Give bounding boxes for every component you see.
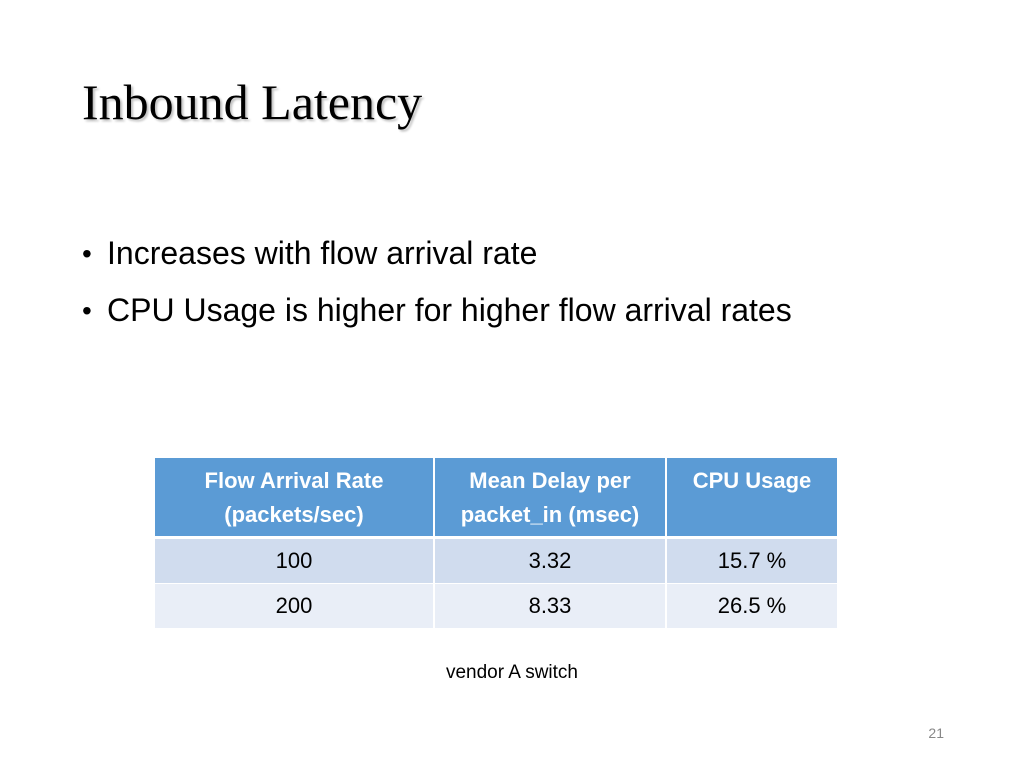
- table-row: 100 3.32 15.7 %: [155, 537, 837, 584]
- table-row: 200 8.33 26.5 %: [155, 583, 837, 629]
- table-caption: vendor A switch: [445, 662, 579, 683]
- cell-flow-rate: 200: [155, 583, 435, 629]
- header-line: (packets/sec): [224, 502, 364, 527]
- bullet-list: • Increases with flow arrival rate • CPU…: [80, 225, 792, 339]
- bullet-dot-icon: •: [82, 295, 92, 326]
- cell-flow-rate: 100: [155, 537, 435, 584]
- table-header-row: Flow Arrival Rate (packets/sec) Mean Del…: [155, 458, 837, 539]
- cell-mean-delay: 8.33: [434, 583, 667, 629]
- page-number: 21: [928, 725, 944, 741]
- cell-cpu-usage: 15.7 %: [666, 537, 837, 584]
- bullet-text: Increases with flow arrival rate: [107, 235, 538, 271]
- bullet-item: • CPU Usage is higher for higher flow ar…: [80, 282, 792, 339]
- header-line: Mean Delay per: [469, 468, 631, 493]
- bullet-item: • Increases with flow arrival rate: [80, 225, 792, 282]
- header-line: packet_in (msec): [460, 502, 640, 527]
- cell-cpu-usage: 26.5 %: [666, 583, 837, 629]
- header-line: Flow Arrival Rate: [204, 468, 384, 493]
- bullet-dot-icon: •: [82, 238, 92, 269]
- header-line: CPU Usage: [692, 468, 812, 493]
- header-flow-arrival-rate: Flow Arrival Rate (packets/sec): [155, 458, 435, 539]
- bullet-text: CPU Usage is higher for higher flow arri…: [107, 292, 792, 328]
- header-cpu-usage: CPU Usage: [666, 458, 837, 539]
- latency-table: Flow Arrival Rate (packets/sec) Mean Del…: [155, 458, 837, 629]
- cell-mean-delay: 3.32: [434, 537, 667, 584]
- slide-title: Inbound Latency: [82, 74, 423, 130]
- header-mean-delay: Mean Delay per packet_in (msec): [434, 458, 667, 539]
